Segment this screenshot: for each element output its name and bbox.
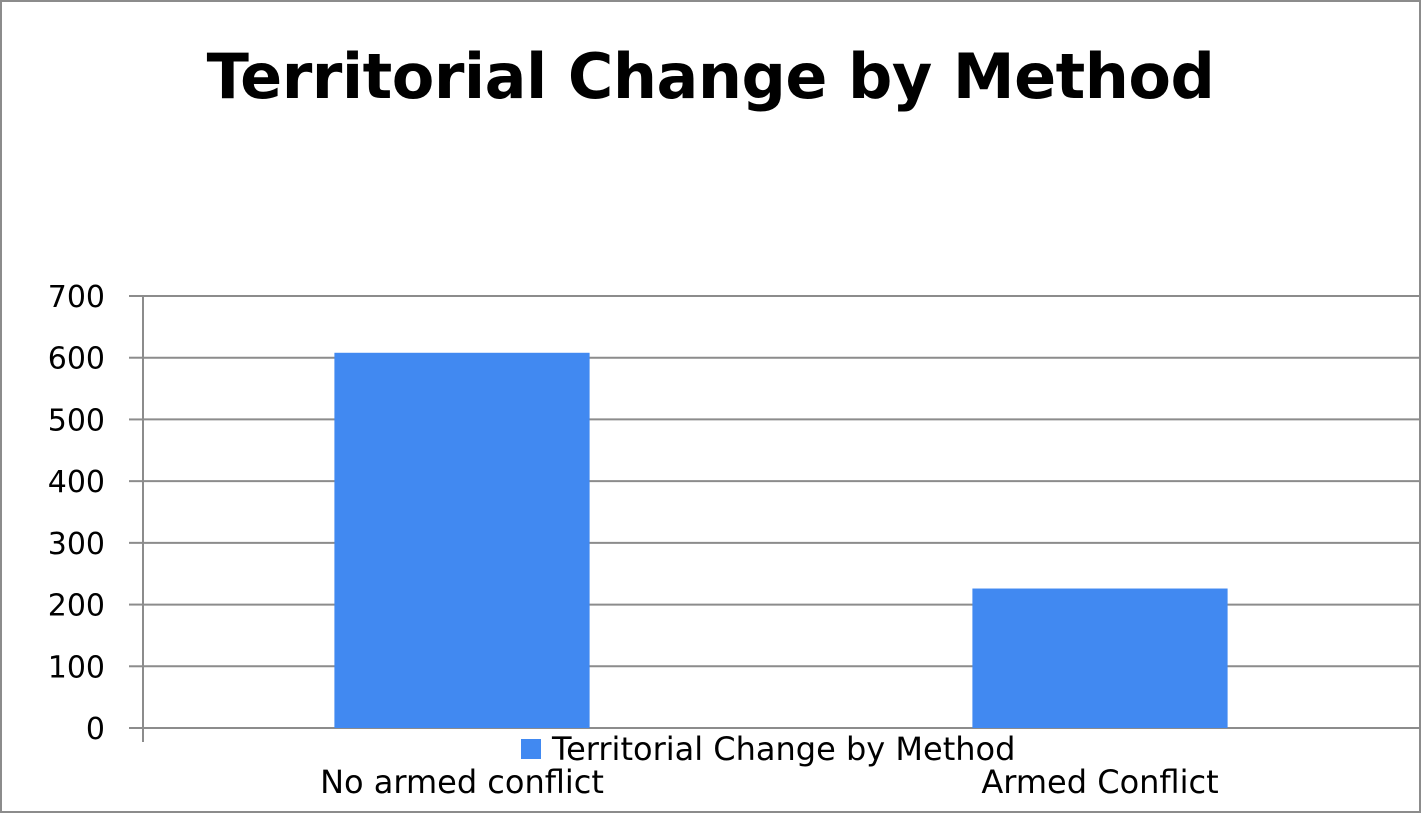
bar — [334, 352, 590, 728]
y-tick-label: 600 — [48, 342, 105, 377]
chart-title: Territorial Change by Method — [206, 40, 1215, 113]
bar — [972, 588, 1228, 728]
legend-swatch — [521, 739, 541, 759]
legend-label: Territorial Change by Method — [551, 730, 1015, 768]
y-tick-label: 700 — [48, 280, 105, 315]
y-tick-label: 300 — [48, 527, 105, 562]
y-tick-label: 100 — [48, 650, 105, 685]
y-tick-label: 400 — [48, 465, 105, 500]
x-category-labels: No armed conflict Armed Conflict — [320, 763, 1219, 801]
bars — [334, 352, 1228, 728]
x-category-label: No armed conflict — [320, 763, 604, 801]
legend: Territorial Change by Method — [521, 730, 1015, 768]
y-tick-label: 500 — [48, 403, 105, 438]
y-tick-labels: 0 100 200 300 400 500 600 700 — [48, 280, 105, 747]
x-category-label: Armed Conflict — [981, 763, 1218, 801]
y-tick-label: 200 — [48, 589, 105, 624]
y-tick-label: 0 — [86, 712, 105, 747]
